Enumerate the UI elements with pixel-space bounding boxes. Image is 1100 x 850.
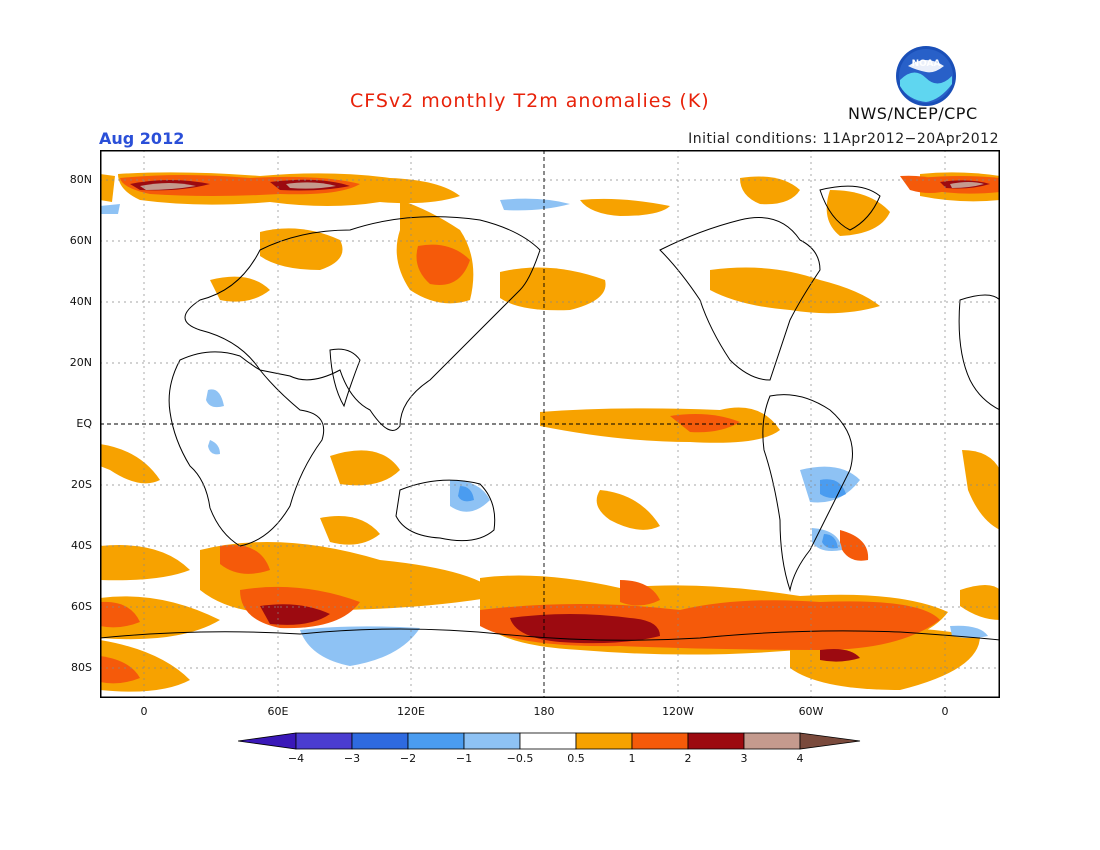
colorbar-label: 1 (628, 752, 636, 765)
warm-anomaly-tan (140, 182, 984, 190)
colorbar-swatch-lt-4 (238, 732, 297, 750)
colorbar-swatch-gt-4 (799, 732, 861, 750)
lat-label-40n: 40N (69, 295, 92, 308)
colorbar-label: 2 (684, 752, 692, 765)
colorbar-swatch-1-2 (631, 732, 689, 750)
colorbar-swatch-3-4 (743, 732, 801, 750)
logo-text: NOAA (912, 59, 941, 69)
lat-label-eq: EQ (76, 417, 92, 430)
colorbar-swatch-4-3 (295, 732, 353, 750)
forecast-month: Aug 2012 (99, 129, 185, 148)
europe-west-outline (958, 294, 1000, 411)
australia-outline (395, 479, 496, 542)
colorbar-label: 0.5 (567, 752, 585, 765)
coastlines (100, 185, 1000, 641)
eurasia-outline (184, 216, 541, 431)
organization-label: NWS/NCEP/CPC (848, 104, 978, 123)
colorbar-swatch-3-2 (351, 732, 409, 750)
colorbar-swatch-neutral (519, 732, 577, 750)
lon-label-0-left: 0 (140, 705, 148, 718)
colorbar-label: 3 (740, 752, 748, 765)
antarctica-outline (100, 628, 1000, 641)
lon-label-60w: 60W (798, 705, 824, 718)
colorbar (238, 732, 861, 750)
map-frame (100, 150, 1000, 698)
noaa-logo: NOAA (896, 46, 956, 106)
lon-gridlines (143, 150, 946, 698)
lat-label-80s: 80S (71, 661, 92, 674)
lat-label-80n: 80N (69, 173, 92, 186)
india-outline (329, 348, 361, 408)
colorbar-label: −4 (287, 752, 305, 765)
lat-label-60s: 60S (71, 600, 92, 613)
lon-label-0-right: 0 (941, 705, 949, 718)
cool-anomaly-blue (458, 479, 846, 549)
lat-label-20n: 20N (69, 356, 92, 369)
colorbar-swatch-2-3 (687, 732, 745, 750)
lon-label-180: 180 (533, 705, 555, 718)
colorbar-label: −2 (399, 752, 417, 765)
colorbar-swatch-05-1 (575, 732, 633, 750)
south-america-outline (762, 394, 853, 592)
colorbar-swatch-2-1 (407, 732, 465, 750)
colorbar-label: −1 (455, 752, 473, 765)
lat-gridlines (100, 179, 1000, 669)
anomaly-map (100, 150, 1000, 698)
chart-title: CFSv2 monthly T2m anomalies (K) (350, 90, 710, 112)
lat-label-20s: 20S (71, 478, 92, 491)
colorbar-label: 4 (796, 752, 804, 765)
lon-label-60e: 60E (267, 705, 289, 718)
lat-label-60n: 60N (69, 234, 92, 247)
colorbar-label: −3 (343, 752, 361, 765)
africa-outline (168, 351, 325, 547)
colorbar-swatch-1-05 (463, 732, 521, 750)
greenland-outline (819, 185, 881, 231)
lat-label-40s: 40S (71, 539, 92, 552)
lon-label-120e: 120E (397, 705, 425, 718)
lon-label-120w: 120W (662, 705, 694, 718)
colorbar-label: −0.5 (506, 752, 534, 765)
north-america-outline (659, 217, 821, 381)
initial-conditions-label: Initial conditions: 11Apr2012−20Apr2012 (688, 131, 999, 147)
